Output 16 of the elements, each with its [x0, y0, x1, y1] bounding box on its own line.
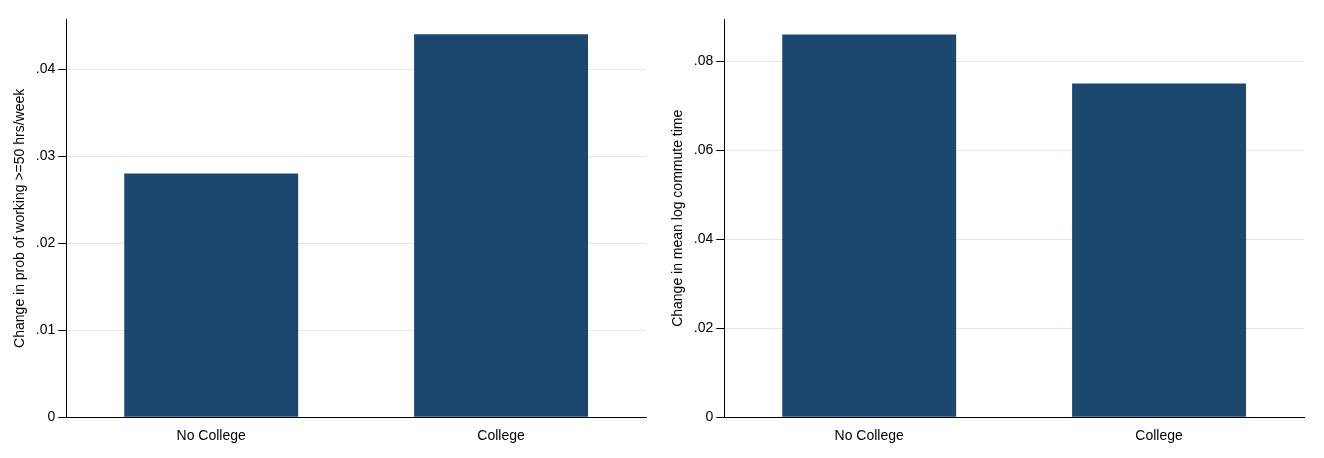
y-tick-label: .04 — [693, 230, 714, 247]
y-axis-title: Change in prob of working >=50 hrs/week — [11, 87, 28, 348]
y-tick-label: .02 — [693, 319, 714, 336]
y-tick-label: .06 — [693, 141, 714, 158]
y-tick-label: .01 — [35, 321, 56, 338]
y-tick-label: .02 — [35, 233, 56, 250]
y-tick-label: .03 — [35, 146, 56, 163]
x-tick-label: College — [1135, 427, 1184, 444]
y-tick-label: .08 — [693, 52, 714, 69]
y-tick-label: .04 — [35, 59, 56, 76]
y-tick-label: 0 — [47, 408, 56, 425]
y-tick-label: 0 — [705, 408, 714, 425]
x-tick-label: College — [477, 427, 526, 444]
y-axis-title: Change in mean log commute time — [669, 109, 686, 327]
x-tick-label: No College — [834, 427, 905, 444]
x-tick-label: No College — [176, 427, 247, 444]
